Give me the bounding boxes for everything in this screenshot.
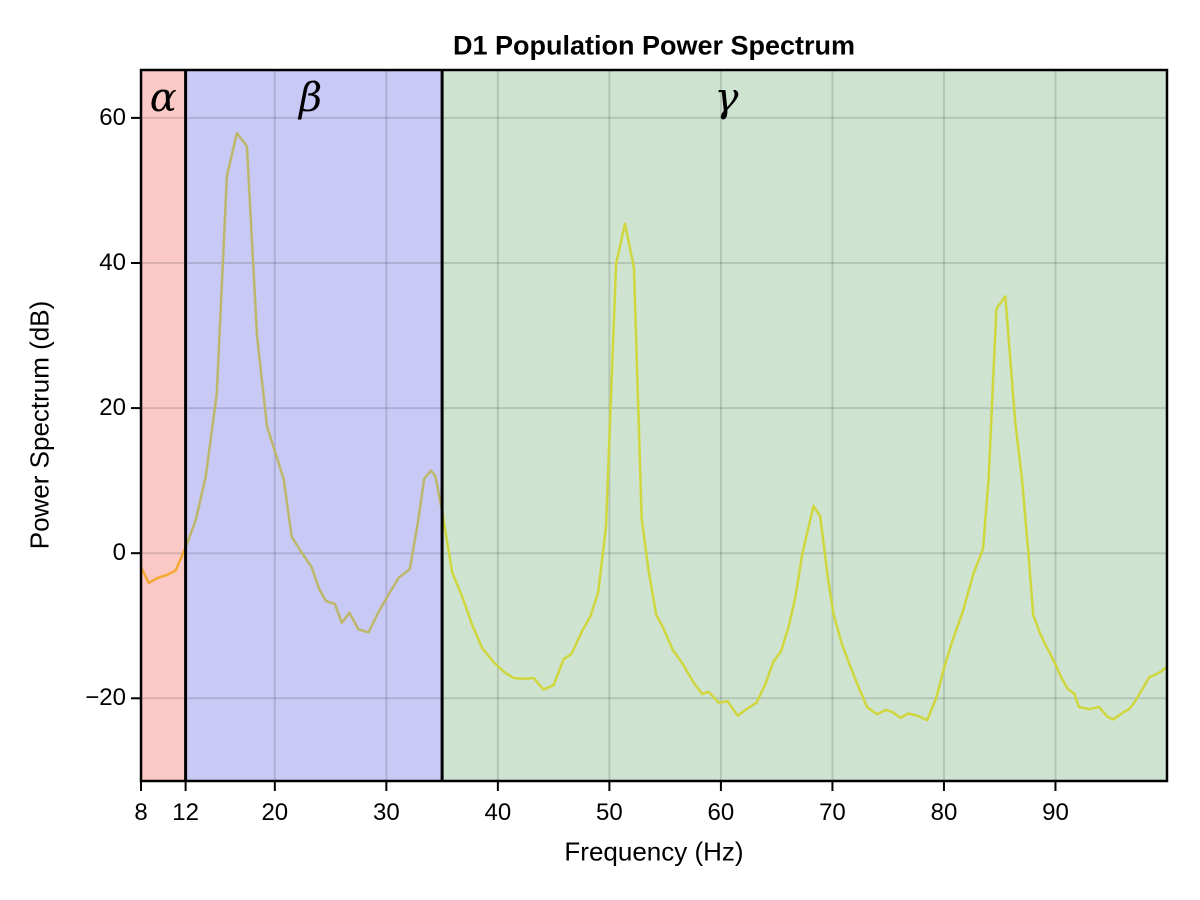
spectrum-line-gamma <box>440 222 1169 722</box>
y-tick-label-40: 40 <box>99 248 126 276</box>
x-tick-label-60: 60 <box>707 799 735 826</box>
band-beta-region <box>185 70 443 781</box>
band-gamma-region <box>442 70 1167 781</box>
band-label-beta: β <box>298 75 323 121</box>
x-tick-label-70: 70 <box>819 799 846 826</box>
x-tick-label-40: 40 <box>484 799 512 826</box>
spectrum-line-alpha <box>139 546 187 585</box>
band-label-alpha: α <box>149 75 177 121</box>
x-tick-label-8: 8 <box>134 799 148 826</box>
x-tick-label-20: 20 <box>261 799 289 826</box>
x-tick-label-50: 50 <box>596 799 623 826</box>
y-tick-label-0: 0 <box>112 539 126 567</box>
y-tick-label-60: 60 <box>99 103 126 131</box>
x-tick-label-90: 90 <box>1042 799 1069 826</box>
y-tick-label--20: −20 <box>85 684 126 712</box>
x-tick-label-30: 30 <box>372 799 400 826</box>
spectrum-line-beta <box>184 131 444 634</box>
band-alpha-region <box>141 70 186 781</box>
plot-border <box>139 68 1169 783</box>
band-label-gamma: γ <box>714 75 739 121</box>
y-tick-label-20: 20 <box>99 394 126 422</box>
x-tick-label-80: 80 <box>930 799 958 826</box>
chart-title: D1 Population Power Spectrum <box>452 30 856 61</box>
x-axis-label: Frequency (Hz) <box>564 836 744 867</box>
x-tick-label-12: 12 <box>172 799 199 826</box>
y-axis-label: Power Spectrum (dB) <box>24 300 55 550</box>
